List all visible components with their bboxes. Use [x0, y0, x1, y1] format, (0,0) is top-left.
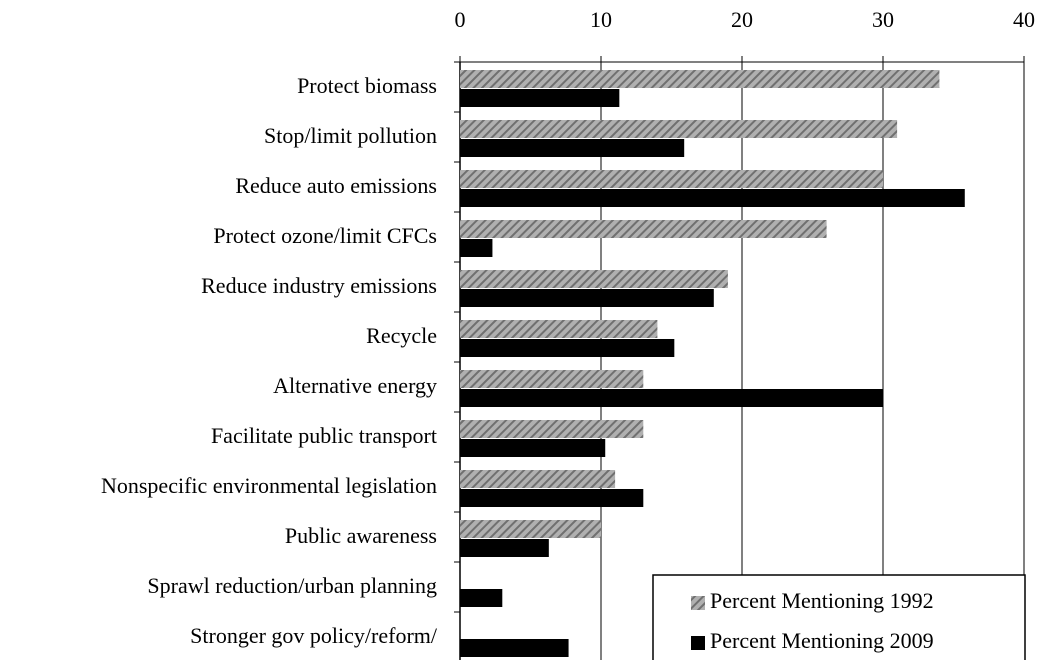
x-tick-label: 20	[731, 7, 753, 32]
bar	[460, 89, 620, 107]
legend-swatch	[691, 596, 705, 610]
bar	[460, 520, 601, 538]
bar	[460, 189, 965, 207]
bar	[460, 589, 503, 607]
bar	[460, 70, 940, 88]
bar	[460, 470, 616, 488]
y-tick-label: Protect biomass	[297, 73, 437, 98]
bar	[460, 170, 883, 188]
bar	[460, 220, 827, 238]
bar	[460, 239, 493, 257]
y-tick-label: Recycle	[366, 323, 437, 348]
y-tick-label: Sprawl reduction/urban planning	[147, 573, 437, 598]
y-tick-label: Facilitate public transport	[211, 423, 437, 448]
y-tick-label: Public awareness	[285, 523, 437, 548]
legend-swatch	[691, 636, 705, 650]
bar	[460, 339, 675, 357]
bar	[460, 270, 728, 288]
legend: Percent Mentioning 1992 Percent Mentionin…	[652, 574, 1026, 660]
bar	[460, 139, 685, 157]
bar	[460, 639, 569, 657]
bar	[460, 320, 658, 338]
legend-label: Percent Mentioning 2009	[710, 628, 934, 653]
bar	[460, 389, 883, 407]
y-tick-label: Reduce auto emissions	[235, 173, 437, 198]
legend-label: Percent Mentioning 1992	[710, 588, 934, 613]
bar	[460, 120, 898, 138]
y-tick-label: Alternative energy	[273, 373, 437, 398]
y-tick-label: Nonspecific environmental legislation	[101, 473, 437, 498]
y-tick-label: Stop/limit pollution	[264, 123, 437, 148]
x-tick-label: 0	[455, 7, 466, 32]
bar	[460, 439, 606, 457]
bar	[460, 289, 714, 307]
bar	[460, 539, 549, 557]
y-tick-label: Reduce industry emissions	[201, 273, 437, 298]
x-tick-label: 30	[872, 7, 894, 32]
bar	[460, 370, 644, 388]
bar	[460, 420, 644, 438]
x-tick-label: 10	[590, 7, 612, 32]
y-tick-label: Protect ozone/limit CFCs	[213, 223, 437, 248]
bar	[460, 489, 644, 507]
legend-box	[652, 574, 1026, 660]
y-tick-label: Stronger gov policy/reform/	[190, 623, 438, 648]
x-tick-label: 40	[1013, 7, 1035, 32]
